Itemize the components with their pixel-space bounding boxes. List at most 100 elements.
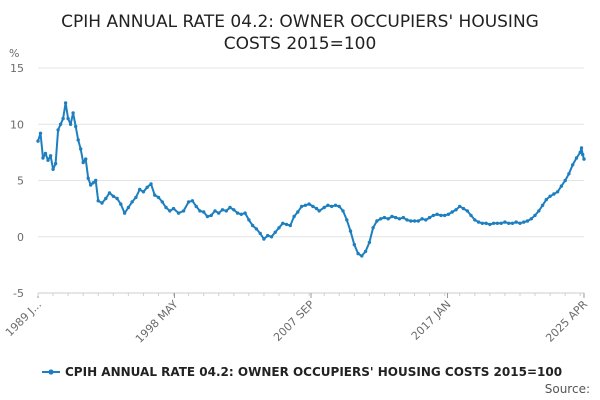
data-point[interactable] <box>563 178 567 183</box>
data-point[interactable] <box>401 215 405 220</box>
data-point[interactable] <box>269 235 274 239</box>
data-point[interactable] <box>104 196 108 201</box>
data-point[interactable] <box>235 211 240 215</box>
data-point[interactable] <box>262 237 266 241</box>
data-point[interactable] <box>181 209 186 213</box>
data-point[interactable] <box>79 147 83 151</box>
data-point[interactable] <box>341 209 345 213</box>
data-point[interactable] <box>164 205 168 210</box>
data-point[interactable] <box>446 212 451 216</box>
data-point[interactable] <box>58 122 63 127</box>
data-point[interactable] <box>379 217 383 221</box>
data-point[interactable] <box>115 196 119 201</box>
data-point[interactable] <box>63 101 68 105</box>
data-point[interactable] <box>533 213 537 218</box>
data-point[interactable] <box>292 214 296 219</box>
data-point[interactable] <box>119 202 123 206</box>
data-point[interactable] <box>476 220 481 224</box>
data-point[interactable] <box>427 215 432 220</box>
data-point[interactable] <box>71 111 75 115</box>
data-point[interactable] <box>363 249 368 254</box>
data-point[interactable] <box>567 172 571 176</box>
data-point[interactable] <box>499 221 503 225</box>
data-point[interactable] <box>266 233 270 238</box>
data-point[interactable] <box>345 218 349 222</box>
data-point[interactable] <box>194 204 198 209</box>
data-point[interactable] <box>495 221 500 225</box>
data-point[interactable] <box>247 218 251 222</box>
legend[interactable]: CPIH ANNUAL RATE 04.2: OWNER OCCUPIERS' … <box>42 365 562 379</box>
data-point[interactable] <box>96 199 100 203</box>
data-point[interactable] <box>168 209 172 213</box>
data-point[interactable] <box>224 209 228 213</box>
data-point[interactable] <box>186 200 191 204</box>
data-point[interactable] <box>360 254 364 258</box>
data-point[interactable] <box>314 206 319 211</box>
data-point[interactable] <box>84 157 88 161</box>
data-point[interactable] <box>296 210 300 214</box>
data-point[interactable] <box>326 203 330 207</box>
data-point[interactable] <box>36 139 40 143</box>
data-point[interactable] <box>258 231 262 236</box>
data-point[interactable] <box>412 219 417 223</box>
data-point[interactable] <box>250 223 255 228</box>
data-point[interactable] <box>134 195 138 200</box>
data-point[interactable] <box>461 206 466 211</box>
data-point[interactable] <box>288 223 292 228</box>
data-point[interactable] <box>382 215 387 220</box>
data-point[interactable] <box>171 206 176 211</box>
data-point[interactable] <box>176 211 181 215</box>
data-point[interactable] <box>518 221 522 225</box>
data-point[interactable] <box>220 208 225 212</box>
data-point[interactable] <box>337 204 341 209</box>
data-point[interactable] <box>299 204 304 209</box>
data-point[interactable] <box>424 218 428 222</box>
data-point[interactable] <box>254 227 259 231</box>
data-point[interactable] <box>348 229 353 233</box>
data-point[interactable] <box>209 213 213 218</box>
data-point[interactable] <box>394 215 398 220</box>
data-point[interactable] <box>582 157 586 161</box>
data-point[interactable] <box>122 211 127 215</box>
data-point[interactable] <box>581 152 585 157</box>
data-point[interactable] <box>397 217 402 221</box>
data-point[interactable] <box>277 226 281 230</box>
data-point[interactable] <box>89 183 93 187</box>
data-point[interactable] <box>145 185 149 189</box>
data-point[interactable] <box>213 209 217 213</box>
data-point[interactable] <box>94 178 98 183</box>
data-point[interactable] <box>138 187 142 192</box>
data-point[interactable] <box>465 209 469 213</box>
data-point[interactable] <box>322 205 326 210</box>
data-point[interactable] <box>66 116 70 121</box>
data-point[interactable] <box>435 212 439 216</box>
data-point[interactable] <box>48 154 53 158</box>
data-point[interactable] <box>469 213 473 218</box>
data-point[interactable] <box>405 218 409 222</box>
data-point[interactable] <box>574 156 579 160</box>
data-point[interactable] <box>228 205 232 210</box>
data-point[interactable] <box>86 176 90 180</box>
data-point[interactable] <box>552 192 556 196</box>
data-point[interactable] <box>284 222 289 227</box>
data-point[interactable] <box>239 212 243 216</box>
data-point[interactable] <box>156 195 161 200</box>
data-point[interactable] <box>38 131 43 135</box>
data-point[interactable] <box>416 219 420 223</box>
data-point[interactable] <box>390 214 394 219</box>
data-point[interactable] <box>111 194 116 198</box>
data-point[interactable] <box>76 138 80 142</box>
data-point[interactable] <box>525 219 530 223</box>
data-point[interactable] <box>333 203 338 207</box>
data-point[interactable] <box>367 240 372 245</box>
data-point[interactable] <box>317 209 321 213</box>
data-point[interactable] <box>507 221 511 225</box>
data-point[interactable] <box>484 221 488 225</box>
data-point[interactable] <box>579 146 584 150</box>
data-point[interactable] <box>153 193 157 197</box>
data-point[interactable] <box>330 204 334 209</box>
data-point[interactable] <box>431 213 436 218</box>
data-point[interactable] <box>307 202 311 206</box>
data-point[interactable] <box>43 151 48 156</box>
data-point[interactable] <box>548 194 552 198</box>
